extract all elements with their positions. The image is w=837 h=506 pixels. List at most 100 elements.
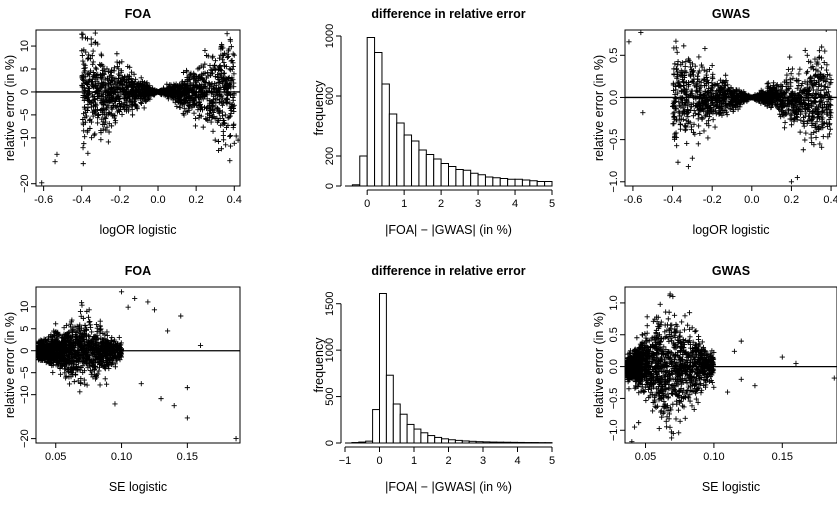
data-point [81,334,87,340]
data-point [95,115,101,121]
histogram-bar [381,83,390,187]
data-point [104,333,110,339]
data-point [102,119,108,125]
data-point [188,94,195,101]
y-axis-label: relative error (in %) [3,55,17,161]
data-point [195,76,202,82]
data-point [210,114,216,120]
data-point [92,371,98,377]
data-point [709,100,715,106]
data-point [674,49,680,55]
data-point [692,83,698,89]
data-point [116,60,123,66]
y-tick-label: 500 [324,387,336,405]
x-tick-label: -0.4 [72,194,91,206]
data-point [227,100,233,106]
data-point [817,71,823,77]
data-point [741,99,747,105]
data-point [686,310,693,316]
data-point [680,69,686,75]
data-point [141,105,147,111]
data-point [824,76,830,82]
data-point [803,110,809,116]
data-point [827,72,833,78]
data-point [186,90,192,96]
data-point [821,59,827,66]
data-point [110,351,116,357]
data-point [87,343,93,349]
data-point [104,92,111,98]
data-point [752,95,758,101]
data-point [673,38,679,44]
data-point [701,128,707,134]
x-tick-label: 0.0 [744,194,759,206]
data-point [216,110,222,116]
data-point [74,332,80,338]
data-point [108,67,115,73]
y-tick-label: 10 [19,301,31,313]
data-point [221,84,227,90]
data-point [678,88,684,94]
x-tick-label: 4 [514,455,520,467]
data-point [796,71,802,77]
data-point [85,352,91,359]
histogram-bar [396,122,405,187]
data-point [697,89,703,95]
data-point [672,84,679,90]
data-point [79,302,85,308]
data-point [212,137,218,143]
data-point [681,89,687,95]
data-point [207,62,213,69]
data-point [81,368,88,374]
data-point [203,75,210,81]
data-point [698,79,704,85]
data-point [90,48,96,54]
data-point [92,356,98,362]
data-point [723,109,730,115]
data-point [190,83,196,89]
data-point [90,61,96,67]
data-point [709,80,715,86]
data-point [92,110,98,116]
data-point [95,71,101,77]
data-point [782,109,788,116]
y-tick-label: −10 [19,128,31,147]
data-point [780,104,786,110]
data-point [778,114,784,120]
data-point [122,99,128,105]
data-point [801,97,807,104]
data-point [72,353,78,360]
histogram-bar [544,181,553,187]
data-point [198,104,204,110]
data-point [670,101,676,107]
histogram-bar [521,179,531,187]
data-point [231,52,237,58]
histogram-bar [499,178,509,187]
data-point [675,69,681,75]
y-axis-label: relative error (in %) [3,312,17,418]
data-point [116,66,122,72]
data-point [790,104,796,111]
histogram-bar [374,52,383,187]
data-point [100,339,106,345]
data-point [65,367,71,373]
data-point [54,359,60,365]
data-point [810,66,816,72]
data-point [185,76,191,83]
data-point [230,63,236,70]
data-point [135,93,141,100]
data-point [112,401,118,407]
data-point [235,137,240,143]
data-point [110,92,116,98]
data-point [824,91,830,97]
data-point [69,351,76,358]
x-tick-label: 0.0 [150,194,165,206]
data-point [708,97,714,103]
data-point [816,102,822,108]
data-point [699,116,705,122]
data-point [94,85,100,91]
data-point [50,369,56,376]
data-point [718,106,725,112]
data-point [812,56,818,62]
